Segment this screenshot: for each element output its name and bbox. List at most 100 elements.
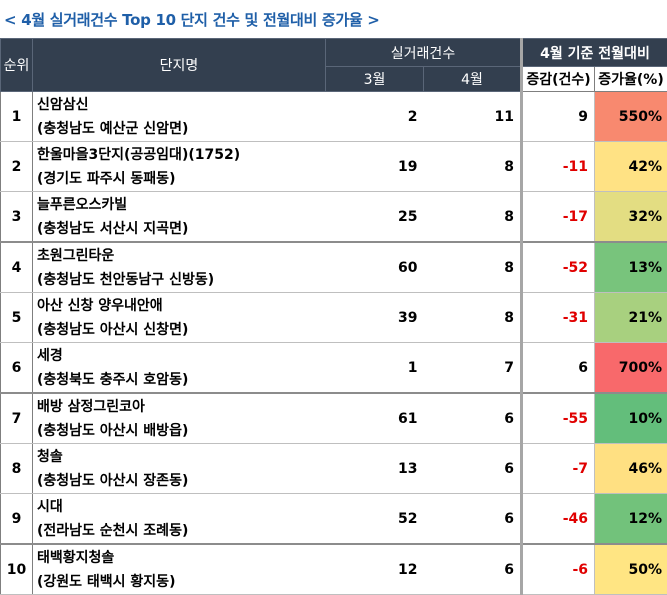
growth-rate: 12% <box>594 493 667 545</box>
header-rate: 증가율(%) <box>594 66 667 92</box>
complex-name-cell: 청솔 (충청남도 아산시 장존동) <box>32 443 326 494</box>
complex-location: (경기도 파주시 동패동) <box>37 170 176 187</box>
table-row: 1 신암삼신 (충청남도 예산군 신암면) 2 11 9 550% <box>0 91 667 142</box>
april-count: 8 <box>423 141 523 192</box>
header-march: 3월 <box>325 66 424 92</box>
header-rank: 순위 <box>0 38 33 92</box>
complex-name: 배방 삼정그린코아 <box>37 398 145 415</box>
complex-name-cell: 태백황지청솔 (강원도 태백시 황지동) <box>32 544 326 595</box>
table-row: 10 태백황지청솔 (강원도 태백시 황지동) 12 6 -6 50% <box>0 544 667 595</box>
table-row: 2 한울마을3단지(공공임대)(1752) (경기도 파주시 동패동) 19 8 -11 4… <box>0 141 667 192</box>
april-count: 6 <box>423 393 523 444</box>
complex-location: (강원도 태백시 황지동) <box>37 573 176 590</box>
april-count: 7 <box>423 342 523 394</box>
complex-name: 아산 신창 양우내안애 <box>37 297 163 314</box>
header-name: 단지명 <box>32 38 326 92</box>
march-count: 12 <box>325 544 424 595</box>
complex-name-cell: 초원그린타운 (충청남도 천안동남구 신방동) <box>32 242 326 293</box>
march-count: 61 <box>325 393 424 444</box>
rank-cell: 6 <box>0 342 33 394</box>
growth-rate: 32% <box>594 191 667 243</box>
complex-name-cell: 신암삼신 (충청남도 예산군 신암면) <box>32 91 326 142</box>
growth-rate: 700% <box>594 342 667 394</box>
march-count: 39 <box>325 292 424 343</box>
complex-name: 초원그린타운 <box>37 247 115 264</box>
rank-cell: 9 <box>0 493 33 545</box>
march-count: 19 <box>325 141 424 192</box>
complex-name: 신암삼신 <box>37 96 89 113</box>
diff-count: 9 <box>521 91 595 142</box>
complex-name-cell: 한울마을3단지(공공임대)(1752) (경기도 파주시 동패동) <box>32 141 326 192</box>
growth-rate: 50% <box>594 544 667 595</box>
complex-location: (충청남도 예산군 신암면) <box>37 120 189 137</box>
complex-location: (전라남도 순천시 조례동) <box>37 522 189 539</box>
header-diff: 증감(건수) <box>520 66 595 92</box>
april-count: 8 <box>423 292 523 343</box>
complex-name: 세경 <box>37 347 63 364</box>
table-row: 9 시대 (전라남도 순천시 조례동) 52 6 -46 12% <box>0 493 667 545</box>
complex-name-cell: 배방 삼정그린코아 (충청남도 아산시 배방읍) <box>32 393 326 444</box>
table-row: 4 초원그린타운 (충청남도 천안동남구 신방동) 60 8 -52 13% <box>0 242 667 293</box>
growth-rate: 46% <box>594 443 667 494</box>
rank-cell: 2 <box>0 141 33 192</box>
diff-count: -6 <box>521 544 595 595</box>
complex-location: (충청북도 충주시 호암동) <box>37 371 189 388</box>
top10-table: 순위 단지명 실거래건수 4월 기준 전월대비 3월 4월 증감(건수) 증가율… <box>0 38 667 595</box>
complex-name: 늘푸른오스카빌 <box>37 196 128 213</box>
rank-cell: 10 <box>0 544 33 595</box>
page-title: < 4월 실거래건수 Top 10 단지 건수 및 전월대비 증가율 > <box>4 11 380 29</box>
table-body: 1 신암삼신 (충청남도 예산군 신암면) 2 11 9 550% 2 한울마을3단지(공공임대… <box>0 91 667 595</box>
diff-count: -55 <box>521 393 595 444</box>
rank-cell: 3 <box>0 191 33 243</box>
march-count: 13 <box>325 443 424 494</box>
header-april: 4월 <box>423 66 522 92</box>
growth-rate: 21% <box>594 292 667 343</box>
rank-cell: 4 <box>0 242 33 293</box>
complex-name: 한울마을3단지(공공임대)(1752) <box>37 146 241 163</box>
complex-location: (충청남도 아산시 신창면) <box>37 321 189 338</box>
table-row: 5 아산 신창 양우내안애 (충청남도 아산시 신창면) 39 8 -31 21% <box>0 292 667 343</box>
diff-count: -17 <box>521 191 595 243</box>
diff-count: -31 <box>521 292 595 343</box>
rank-cell: 8 <box>0 443 33 494</box>
diff-count: -52 <box>521 242 595 293</box>
complex-name-cell: 시대 (전라남도 순천시 조례동) <box>32 493 326 545</box>
march-count: 1 <box>325 342 424 394</box>
complex-location: (충청남도 아산시 배방읍) <box>37 422 189 439</box>
complex-location: (충청남도 서산시 지곡면) <box>37 220 189 237</box>
table-row: 3 늘푸른오스카빌 (충청남도 서산시 지곡면) 25 8 -17 32% <box>0 191 667 243</box>
march-count: 52 <box>325 493 424 545</box>
rank-cell: 5 <box>0 292 33 343</box>
complex-location: (충청남도 아산시 장존동) <box>37 472 189 489</box>
growth-rate: 550% <box>594 91 667 142</box>
table-row: 7 배방 삼정그린코아 (충청남도 아산시 배방읍) 61 6 -55 10% <box>0 393 667 444</box>
march-count: 25 <box>325 191 424 243</box>
diff-count: -11 <box>521 141 595 192</box>
april-count: 11 <box>423 91 523 142</box>
diff-count: -7 <box>521 443 595 494</box>
complex-name-cell: 세경 (충청북도 충주시 호암동) <box>32 342 326 394</box>
table-row: 8 청솔 (충청남도 아산시 장존동) 13 6 -7 46% <box>0 443 667 494</box>
complex-location: (충청남도 천안동남구 신방동) <box>37 271 215 288</box>
growth-rate: 42% <box>594 141 667 192</box>
growth-rate: 10% <box>594 393 667 444</box>
rank-cell: 1 <box>0 91 33 142</box>
complex-name: 시대 <box>37 498 63 515</box>
header-deals: 실거래건수 <box>325 38 522 67</box>
march-count: 60 <box>325 242 424 293</box>
march-count: 2 <box>325 91 424 142</box>
diff-count: -46 <box>521 493 595 545</box>
rank-cell: 7 <box>0 393 33 444</box>
complex-name-cell: 아산 신창 양우내안애 (충청남도 아산시 신창면) <box>32 292 326 343</box>
diff-count: 6 <box>521 342 595 394</box>
complex-name-cell: 늘푸른오스카빌 (충청남도 서산시 지곡면) <box>32 191 326 243</box>
complex-name: 태백황지청솔 <box>37 549 115 566</box>
table-row: 6 세경 (충청북도 충주시 호암동) 1 7 6 700% <box>0 342 667 394</box>
header-compare: 4월 기준 전월대비 <box>520 38 667 67</box>
april-count: 8 <box>423 191 523 243</box>
april-count: 6 <box>423 493 523 545</box>
growth-rate: 13% <box>594 242 667 293</box>
april-count: 6 <box>423 443 523 494</box>
april-count: 6 <box>423 544 523 595</box>
complex-name: 청솔 <box>37 448 63 465</box>
